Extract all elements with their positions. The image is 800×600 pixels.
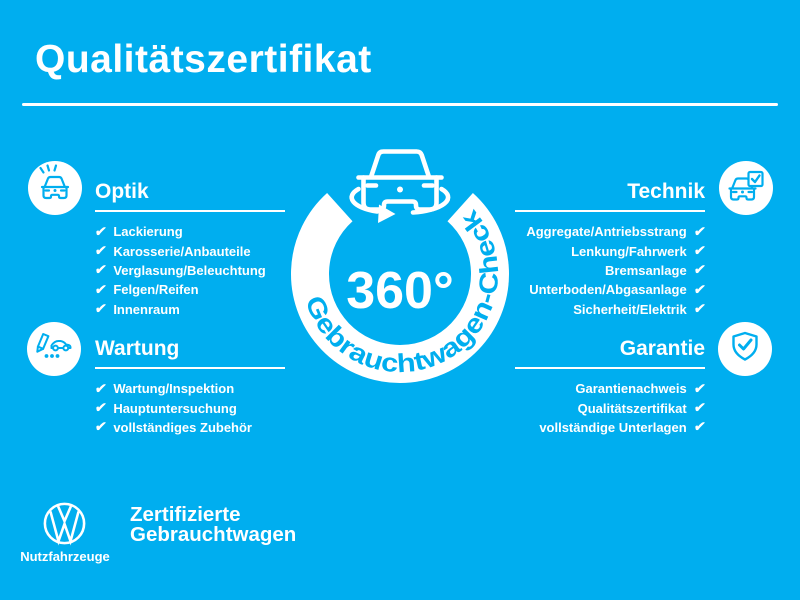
tagline-line2: Gebrauchtwagen [130,523,297,546]
check-icon: ✔ [692,419,707,435]
title-divider [22,103,778,106]
check-icon: ✔ [94,262,108,278]
car-shine-icon [28,161,82,215]
section-heading-garantie: Garantie [619,337,705,360]
checklist-item: ✔ Hauptuntersuchung [94,400,237,416]
check-icon: ✔ [692,400,707,416]
section-wartung: Wartung ✔ Wartung/Inspektion ✔ Hauptunters… [94,337,285,437]
check-icon: ✔ [94,281,108,297]
shield-check-icon [718,322,772,376]
checklist-item: ✔ Lackierung [94,223,183,240]
checklist-technik: Aggregate/Antriebsstrang ✔ Lenkung/Fahrwe… [515,222,707,319]
checklist-item: Garantienachweis ✔ [575,380,707,397]
section-divider [95,367,285,369]
checklist-item: ✔ Verglasung/Beleuchtung [94,262,266,278]
badge-value: 360° [346,262,454,320]
vw-logo [43,502,86,546]
checklist-item: Sicherheit/Elektrik ✔ [573,301,707,317]
checklist-wartung: ✔ Wartung/Inspektion ✔ Hauptuntersuchung ✔… [94,379,285,437]
badge-360: Gebrauchtwagen-Check 360° [291,149,509,383]
check-icon: ✔ [94,419,108,435]
section-divider [515,367,705,369]
page-title: Qualitätszertifikat [35,38,372,81]
section-heading-wartung: Wartung [95,337,180,360]
checklist-item: Qualitätszertifikat ✔ [577,400,707,416]
checklist-item: Lenkung/Fahrwerk ✔ [571,243,707,259]
checklist-item: ✔ vollständiges Zubehör [94,419,252,435]
check-icon: ✔ [692,262,707,278]
footer-tagline: Zertifizierte Gebrauchtwagen [130,503,297,546]
check-icon: ✔ [692,243,707,259]
brand-name: Nutzfahrzeuge [20,549,110,564]
check-icon: ✔ [94,301,108,317]
section-garantie: Garantie Garantienachweis ✔ Qualitätszert… [515,337,707,437]
check-icon: ✔ [692,380,707,396]
check-icon: ✔ [692,281,707,297]
check-icon: ✔ [94,400,108,416]
check-icon: ✔ [94,243,108,259]
checklist-item: ✔ Felgen/Reifen [94,281,199,298]
car-checkbox-icon [719,161,773,215]
checklist-item: ✔ Innenraum [94,301,180,317]
section-heading-technik: Technik [627,180,705,203]
checklist-item: ✔ Wartung/Inspektion [94,380,235,397]
checklist-optik: ✔ Lackierung ✔ Karosserie/Anbauteile ✔ Verg… [94,222,285,319]
checklist-item: ✔ Karosserie/Anbauteile [94,243,251,259]
check-icon: ✔ [692,301,707,317]
check-icon: ✔ [94,223,108,239]
check-icon: ✔ [94,380,108,396]
tagline-line1: Zertifizierte [130,503,241,526]
checklist-item: Unterboden/Abgasanlage ✔ [529,281,707,298]
checklist-garantie: Garantienachweis ✔ Qualitätszertifikat ✔ v… [515,379,707,437]
section-divider [95,210,285,212]
car-360-rotation-icon [349,149,451,223]
check-icon: ✔ [692,223,707,239]
section-heading-optik: Optik [95,180,149,203]
checklist-item: Bremsanlage ✔ [605,262,707,278]
section-optik: Optik ✔ Lackierung ✔ Karosserie/Anbauteile… [94,180,285,319]
checklist-item: vollständige Unterlagen ✔ [539,419,707,435]
service-pen-car-icon [27,322,81,376]
section-technik: Technik Aggregate/Antriebsstrang ✔ Lenkun… [515,180,707,319]
section-divider [515,210,705,212]
badge-ring [291,193,509,383]
checklist-item: Aggregate/Antriebsstrang ✔ [526,223,707,240]
